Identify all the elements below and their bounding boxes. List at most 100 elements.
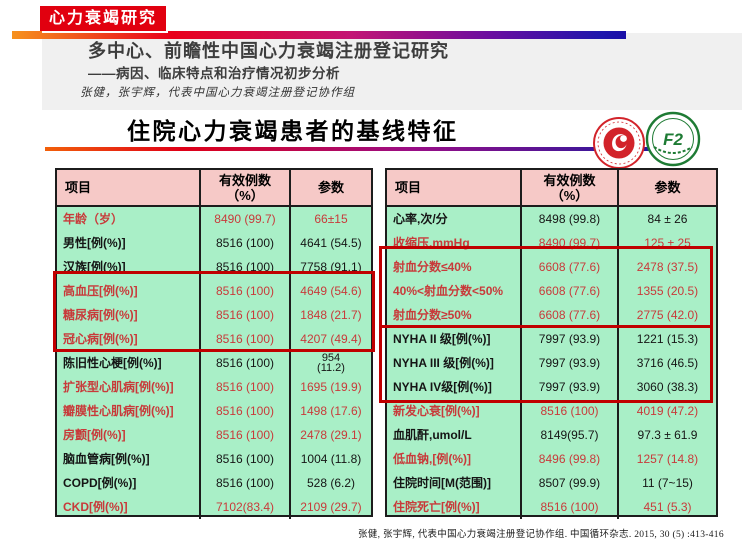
row-label: 瓣膜性心肌病[例(%)] bbox=[63, 404, 174, 418]
row-label: 扩张型心肌病[例(%)] bbox=[63, 380, 174, 394]
parameter-cell: 2478 (37.5) bbox=[617, 255, 716, 279]
effective-count-cell: 6608 (77.6) bbox=[520, 255, 617, 279]
row-label: 男性[例(%)] bbox=[63, 236, 126, 250]
table-row: 冠心病[例(%)] 8516 (100) 4207 (49.4) bbox=[57, 327, 371, 351]
parameter-cell: 1355 (20.5) bbox=[617, 279, 716, 303]
baseline-table-left: 项目 有效例数 （%） 参数 年龄（岁） 8490 (99.7) 66±15 男性[例(%… bbox=[55, 168, 373, 519]
highlight-box-comorbidity bbox=[53, 271, 375, 352]
parameter-cell: 1004 (11.8) bbox=[289, 447, 371, 471]
parameter-cell: 4641 (54.5) bbox=[289, 231, 371, 255]
table-row: 年龄（岁） 8490 (99.7) 66±15 bbox=[57, 207, 371, 231]
parameter-cell: 528 (6.2) bbox=[289, 471, 371, 495]
parameter-cell: 11 (7~15) bbox=[617, 471, 716, 495]
highlight-box-nyha bbox=[379, 325, 713, 403]
table-row: 射血分数≤40% 6608 (77.6) 2478 (37.5) bbox=[387, 255, 716, 279]
table-row: 瓣膜性心肌病[例(%)] 8516 (100) 1498 (17.6) bbox=[57, 399, 371, 423]
row-label: CKD[例(%)] bbox=[63, 500, 128, 514]
table-row: 陈旧性心梗[例(%)] 8516 (100) 954 (11.2) bbox=[57, 351, 371, 375]
effective-count-cell: 8516 (100) bbox=[199, 351, 289, 375]
parameter-cell: 2775 (42.0) bbox=[617, 303, 716, 327]
row-label: 心率,次/分 bbox=[393, 212, 448, 226]
row-label: 房颤[例(%)] bbox=[63, 428, 126, 442]
society-emblem-icon: F2 bbox=[645, 111, 701, 167]
parameter-cell: 4649 (54.6) bbox=[289, 279, 371, 303]
table-row: 扩张型心肌病[例(%)] 8516 (100) 1695 (19.9) bbox=[57, 375, 371, 399]
research-topic-badge: 心力衰竭研究 bbox=[40, 6, 167, 31]
effective-count-cell: 7997 (93.9) bbox=[520, 327, 617, 351]
effective-count-cell: 8516 (100) bbox=[199, 423, 289, 447]
effective-count-cell: 7102(83.4) bbox=[199, 495, 289, 519]
row-label: 血肌酐,umol/L bbox=[393, 428, 472, 442]
section-title: 住院心力衰竭患者的基线特征 bbox=[127, 118, 459, 144]
section-title-underline bbox=[45, 147, 657, 151]
highlight-box-ejection-fraction bbox=[379, 246, 713, 328]
parameter-cell: 97.3 ± 61.9 bbox=[617, 423, 716, 447]
table-row: 脑血管病[例(%)] 8516 (100) 1004 (11.8) bbox=[57, 447, 371, 471]
table-header: 项目 有效例数 （%） 参数 bbox=[57, 170, 371, 207]
column-header: 项目 bbox=[65, 180, 92, 195]
parameter-cell: 7758 (91.1) bbox=[289, 255, 371, 279]
table-row: 住院死亡[例(%)] 8516 (100) 451 (5.3) bbox=[387, 495, 716, 519]
society-logo-letters: F2 bbox=[663, 130, 683, 149]
table-row: 高血压[例(%)] 8516 (100) 4649 (54.6) bbox=[57, 279, 371, 303]
row-label: 低血钠,[例(%)] bbox=[393, 452, 471, 466]
parameter-cell: 3716 (46.5) bbox=[617, 351, 716, 375]
study-title: 多中心、前瞻性中国心力衰竭注册登记研究 bbox=[88, 41, 449, 61]
table-row: 低血钠,[例(%)] 8496 (99.8) 1257 (14.8) bbox=[387, 447, 716, 471]
effective-count-cell: 8496 (99.8) bbox=[520, 447, 617, 471]
row-label: 脑血管病[例(%)] bbox=[63, 452, 150, 466]
table-row: 血肌酐,umol/L 8149(95.7) 97.3 ± 61.9 bbox=[387, 423, 716, 447]
parameter-cell: 3060 (38.3) bbox=[617, 375, 716, 399]
parameter-cell: 2109 (29.7) bbox=[289, 495, 371, 519]
parameter-cell: 1257 (14.8) bbox=[617, 447, 716, 471]
table-row: 40%<射血分数<50% 6608 (77.6) 1355 (20.5) bbox=[387, 279, 716, 303]
table-row: COPD[例(%)] 8516 (100) 528 (6.2) bbox=[57, 471, 371, 495]
parameter-cell: 2478 (29.1) bbox=[289, 423, 371, 447]
row-label: 住院时间[M(范围)] bbox=[393, 476, 491, 490]
table-row: 糖尿病[例(%)] 8516 (100) 1848 (21.7) bbox=[57, 303, 371, 327]
parameter-cell: 451 (5.3) bbox=[617, 495, 716, 519]
parameter-cell: 84 ± 26 bbox=[617, 207, 716, 231]
effective-count-cell: 8516 (100) bbox=[199, 399, 289, 423]
row-label: 射血分数≥50% bbox=[393, 308, 472, 322]
parameter-cell: 1848 (21.7) bbox=[289, 303, 371, 327]
column-header: 有效例数 （%） bbox=[520, 170, 617, 205]
table-row: 住院时间[M(范围)] 8507 (99.9) 11 (7~15) bbox=[387, 471, 716, 495]
row-label: 高血压[例(%)] bbox=[63, 284, 138, 298]
row-label: COPD[例(%)] bbox=[63, 476, 137, 490]
parameter-cell: 66±15 bbox=[289, 207, 371, 231]
table-row: 男性[例(%)] 8516 (100) 4641 (54.5) bbox=[57, 231, 371, 255]
authors-line: 张健，张宇辉，代表中国心力衰竭注册登记协作组 bbox=[80, 87, 355, 99]
table-row: 射血分数≥50% 6608 (77.6) 2775 (42.0) bbox=[387, 303, 716, 327]
effective-count-cell: 8490 (99.7) bbox=[199, 207, 289, 231]
parameter-cell: 4207 (49.4) bbox=[289, 327, 371, 351]
citation-footer: 张健, 张宇辉, 代表中国心力衰竭注册登记协作组. 中国循环杂志. 2015, … bbox=[358, 530, 724, 540]
table-row: 汉族[例(%)] 8516 (100) 7758 (91.1) bbox=[57, 255, 371, 279]
parameter-cell: 1221 (15.3) bbox=[617, 327, 716, 351]
row-label: 射血分数≤40% bbox=[393, 260, 472, 274]
row-label: 糖尿病[例(%)] bbox=[63, 308, 138, 322]
row-label: 汉族[例(%)] bbox=[63, 260, 126, 274]
row-label: 陈旧性心梗[例(%)] bbox=[63, 356, 162, 370]
column-header: 有效例数 （%） bbox=[199, 170, 289, 205]
table-row: NYHA IV级[例(%)] 7997 (93.9) 3060 (38.3) bbox=[387, 375, 716, 399]
gradient-divider-bar bbox=[12, 31, 626, 39]
table-row: 新发心衰[例(%)] 8516 (100) 4019 (47.2) bbox=[387, 399, 716, 423]
effective-count-cell: 8516 (100) bbox=[520, 495, 617, 519]
effective-count-cell: 8516 (100) bbox=[199, 447, 289, 471]
table-row: 心率,次/分 8498 (99.8) 84 ± 26 bbox=[387, 207, 716, 231]
row-label: 40%<射血分数<50% bbox=[393, 284, 504, 298]
effective-count-cell: 8516 (100) bbox=[199, 255, 289, 279]
row-label: 住院死亡[例(%)] bbox=[393, 500, 480, 514]
parameter-cell: 1695 (19.9) bbox=[289, 375, 371, 399]
effective-count-cell: 6608 (77.6) bbox=[520, 303, 617, 327]
row-label: 冠心病[例(%)] bbox=[63, 332, 138, 346]
parameter-cell: 4019 (47.2) bbox=[617, 399, 716, 423]
table-row: CKD[例(%)] 7102(83.4) 2109 (29.7) bbox=[57, 495, 371, 519]
effective-count-cell: 8498 (99.8) bbox=[520, 207, 617, 231]
row-label: NYHA III 级[例(%)] bbox=[393, 356, 494, 370]
column-header: 参数 bbox=[617, 170, 716, 205]
parameter-cell: 954 (11.2) bbox=[289, 351, 371, 375]
row-label: NYHA IV级[例(%)] bbox=[393, 380, 492, 394]
effective-count-cell: 8516 (100) bbox=[199, 375, 289, 399]
